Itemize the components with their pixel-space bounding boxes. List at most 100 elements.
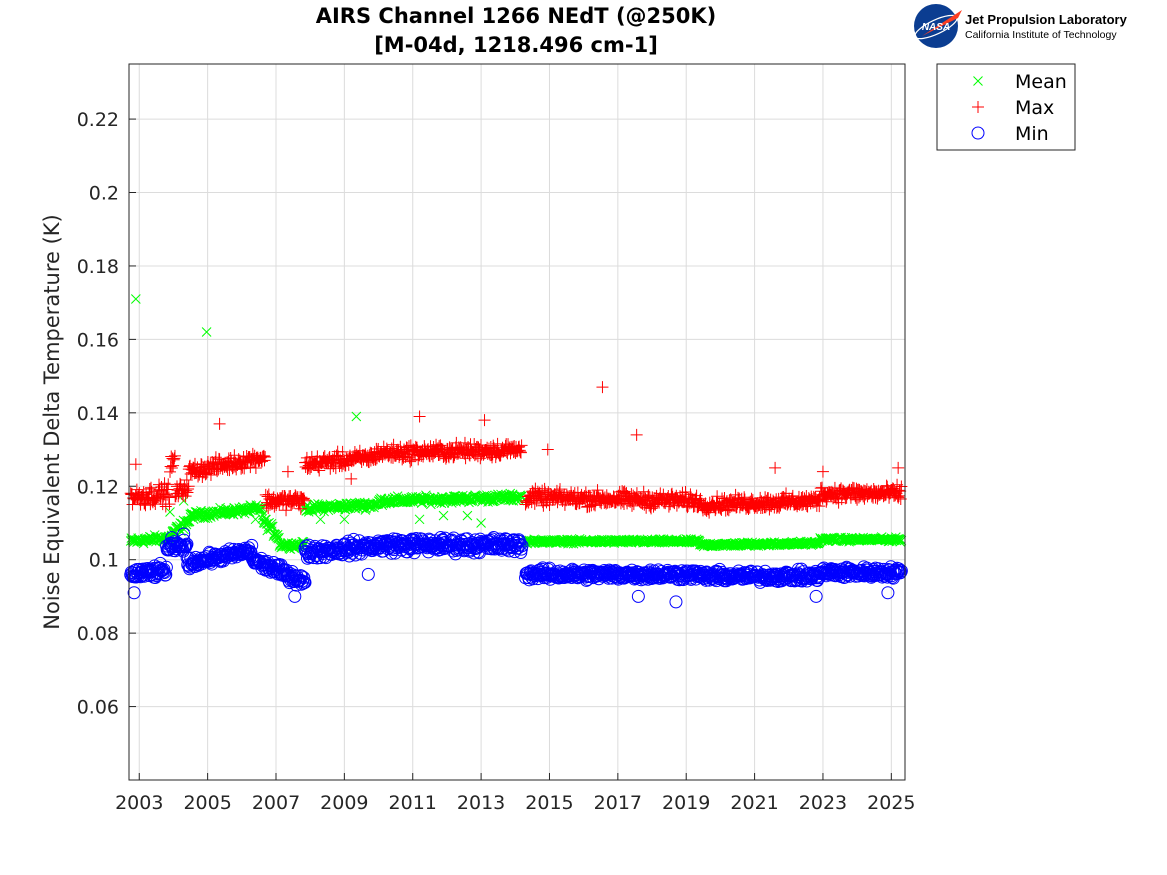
min-marker-outlier — [809, 589, 823, 603]
max-marker — [168, 452, 181, 465]
max-marker — [640, 494, 653, 507]
legend-min-icon — [971, 126, 985, 140]
max-marker — [298, 494, 311, 507]
max-marker-outlier — [129, 458, 142, 471]
x-tick-label: 2003 — [115, 792, 163, 814]
legend-item-max: Max — [972, 97, 1054, 119]
min-marker-outlier — [669, 595, 683, 609]
mean-marker-outlier — [165, 507, 175, 517]
max-marker — [404, 455, 417, 468]
x-tick-label: 2011 — [389, 792, 437, 814]
min-marker-outlier — [288, 589, 302, 603]
x-tick-label: 2021 — [730, 792, 778, 814]
x-tick-label: 2025 — [867, 792, 915, 814]
nasa-badge-text: NASA — [922, 22, 950, 33]
max-marker — [211, 465, 224, 478]
max-marker — [297, 492, 310, 505]
plot-area — [129, 64, 905, 780]
mean-marker — [517, 491, 527, 501]
legend: Mean Max Min — [936, 63, 1076, 151]
max-marker — [679, 485, 692, 498]
axes-box — [128, 63, 906, 781]
max-marker — [130, 483, 143, 496]
y-tick-label: 0.12 — [77, 476, 119, 498]
min-marker — [294, 569, 308, 583]
max-marker — [894, 485, 907, 498]
max-marker-outlier — [281, 465, 294, 478]
max-marker — [164, 460, 177, 473]
chart-title-line-2: [M-04d, 1218.496 cm-1] — [374, 33, 658, 57]
max-marker — [514, 445, 527, 458]
max-marker — [786, 489, 799, 502]
max-marker — [162, 491, 175, 504]
max-marker-outlier — [630, 428, 643, 441]
max-marker — [182, 483, 195, 496]
max-marker — [591, 484, 604, 497]
max-marker — [625, 499, 638, 512]
max-marker — [204, 468, 217, 481]
legend-box — [936, 63, 1076, 151]
y-tick-label: 0.2 — [89, 183, 119, 205]
max-marker — [439, 452, 452, 465]
legend-item-min: Min — [971, 123, 1049, 145]
min-marker — [298, 575, 312, 589]
min-marker — [894, 564, 908, 578]
mean-marker — [256, 504, 267, 515]
mean-marker-outlier — [462, 510, 473, 521]
y-tick-label: 0.22 — [77, 109, 119, 131]
min-marker-outlier — [165, 531, 179, 545]
mean-marker — [272, 529, 283, 540]
mean-marker-outlier — [414, 514, 425, 525]
max-marker — [297, 493, 310, 506]
mean-marker-outlier — [351, 411, 362, 422]
max-marker — [772, 500, 785, 513]
mean-marker-outlier — [250, 514, 261, 525]
mean-marker — [179, 524, 189, 535]
min-marker — [886, 565, 900, 579]
max-marker — [515, 439, 528, 452]
chart-title-line-1: AIRS Channel 1266 NEdT (@250K) — [316, 4, 717, 28]
x-tick-label: 2013 — [457, 792, 505, 814]
max-marker — [139, 499, 152, 512]
y-axis-label: Noise Equivalent Delta Temperature (K) — [40, 214, 64, 630]
series-max — [124, 381, 908, 519]
max-marker — [892, 491, 905, 504]
max-marker — [324, 462, 337, 475]
max-marker-outlier — [892, 461, 905, 474]
x-tick-label: 2009 — [320, 792, 368, 814]
x-tick-label: 2007 — [252, 792, 300, 814]
max-marker — [892, 489, 905, 502]
mean-marker — [182, 517, 193, 528]
max-marker-outlier — [345, 472, 358, 485]
mean-marker-outlier — [178, 496, 189, 506]
mean-marker-outlier — [130, 294, 141, 304]
max-marker — [259, 451, 272, 464]
legend-label: Min — [1015, 123, 1049, 145]
legend-mean-icon — [973, 76, 983, 86]
max-marker — [512, 441, 525, 454]
nasa-meatball-icon — [914, 4, 958, 48]
max-marker — [513, 444, 526, 457]
max-marker-outlier — [213, 417, 226, 430]
max-marker — [738, 491, 751, 504]
y-axis: 0.06 0.08 0.1 0.12 0.14 0.16 0.18 0.2 0.22 — [77, 109, 136, 719]
min-marker-outlier — [177, 527, 191, 541]
mean-marker — [266, 518, 277, 529]
mean-marker-outlier — [315, 514, 326, 525]
max-marker — [703, 506, 716, 519]
mean-marker-outlier — [201, 327, 212, 337]
min-marker-outlier — [127, 586, 141, 600]
mean-marker-outlier — [339, 514, 350, 525]
max-marker — [654, 487, 667, 500]
max-marker — [313, 464, 326, 477]
max-marker — [161, 488, 174, 501]
max-marker-outlier — [478, 414, 491, 427]
max-marker-outlier — [769, 461, 782, 474]
max-marker — [537, 499, 550, 512]
max-marker — [543, 499, 556, 512]
max-marker — [610, 496, 622, 509]
max-marker — [820, 495, 833, 508]
max-marker — [550, 484, 563, 497]
max-marker — [280, 504, 293, 517]
